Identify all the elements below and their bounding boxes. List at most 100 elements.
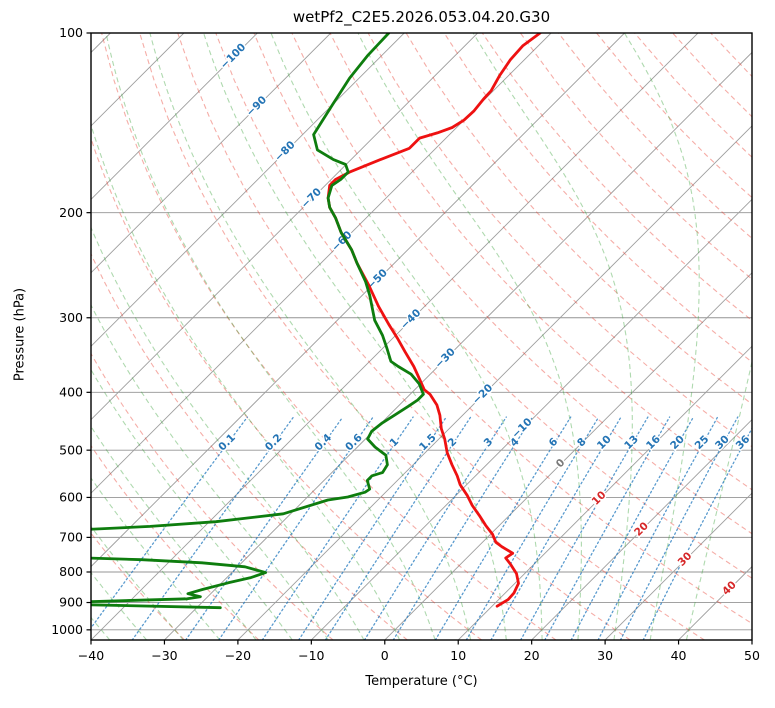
moist-adiabat-line xyxy=(91,226,365,640)
isotherm-line xyxy=(311,198,752,640)
y-tick-label: 300 xyxy=(59,310,83,325)
dry-adiabat-line xyxy=(215,33,752,625)
isotherm-line xyxy=(678,565,752,640)
mixing-ratio-line xyxy=(465,416,600,640)
moist-adiabat-line xyxy=(203,33,507,640)
isotherm-line xyxy=(164,51,752,640)
isotherm-line xyxy=(237,125,752,640)
mixing-ratio-line xyxy=(324,416,472,640)
isotherm-label: −70 xyxy=(299,186,324,211)
x-tick-label: −30 xyxy=(151,648,177,663)
dry-adiabat-line xyxy=(139,33,631,640)
moist-adiabat-line xyxy=(357,33,582,640)
isotherm-line xyxy=(91,33,478,421)
isotherm-line xyxy=(751,639,752,640)
moist-adiabat-line xyxy=(91,571,148,640)
mixing-ratio-line xyxy=(363,416,507,640)
mixing-ratio-line xyxy=(218,416,374,640)
moist-adiabat-line xyxy=(472,33,633,640)
axes-frame xyxy=(90,32,753,641)
mixing-ratio-line xyxy=(298,416,447,640)
isotherm-line xyxy=(91,33,258,200)
moist-adiabat-line xyxy=(270,33,543,640)
dewpoint-profile-line xyxy=(91,33,425,610)
isotherm-label: 10 xyxy=(590,489,609,508)
dry-adiabat-line xyxy=(481,33,752,322)
moist-adiabat-line xyxy=(91,303,329,640)
dry-adiabat-line xyxy=(91,352,334,640)
dry-adiabat-line xyxy=(634,33,752,158)
y-tick-label: 100 xyxy=(59,25,83,40)
isotherm-label: 40 xyxy=(720,579,739,598)
y-tick-label: 1000 xyxy=(51,622,83,637)
moist-adiabat-line xyxy=(149,33,472,640)
x-tick-label: 10 xyxy=(450,648,466,663)
chart-title: wetPf2_C2E5.2026.053.04.20.G30 xyxy=(292,8,551,26)
dry-adiabat-line xyxy=(519,33,752,280)
isotherm-line xyxy=(91,33,699,640)
x-tick-label: −10 xyxy=(298,648,324,663)
dry-adiabat-line xyxy=(329,33,752,491)
mixing-ratio-label: 6 xyxy=(547,436,561,450)
isotherm-label: −40 xyxy=(398,307,423,332)
isotherm-line xyxy=(384,272,752,640)
dry-adiabat-line xyxy=(177,33,705,640)
mixing-ratio-line xyxy=(91,416,249,629)
mixing-ratio-label: 13 xyxy=(622,433,641,452)
mixing-ratio-line xyxy=(570,416,695,640)
mixing-ratio-label: 2 xyxy=(446,436,460,450)
y-tick-label: 200 xyxy=(59,205,83,220)
isotherm-line xyxy=(91,33,625,568)
isotherm-line xyxy=(91,33,405,347)
isotherm-line xyxy=(91,33,332,274)
dry-adiabat-line xyxy=(253,33,752,579)
mixing-ratio-line xyxy=(490,416,622,640)
moist-adiabat-line xyxy=(685,359,752,640)
isotherm-label: 30 xyxy=(676,550,695,569)
x-tick-label: 40 xyxy=(671,648,687,663)
isotherm-label: 0 xyxy=(554,457,568,471)
mixing-ratio-line xyxy=(434,416,572,640)
moist-adiabat-line xyxy=(91,425,257,640)
mixing-ratio-label: 36 xyxy=(734,433,753,452)
moist-adiabat-line xyxy=(91,122,401,640)
mixing-ratio-line xyxy=(185,416,344,640)
isotherm-label: −30 xyxy=(433,346,458,371)
mixing-ratio-line xyxy=(131,416,295,640)
mixing-ratio-label: 10 xyxy=(595,433,614,452)
moist-adiabat-line xyxy=(91,477,221,640)
isotherm-line xyxy=(604,492,752,640)
x-tick-label: −20 xyxy=(225,648,251,663)
isotherm-line xyxy=(91,33,552,494)
mixing-ratio-label: 16 xyxy=(644,433,663,452)
x-tick-label: 30 xyxy=(597,648,613,663)
mixing-ratio-line xyxy=(544,416,671,640)
x-tick-label: 0 xyxy=(381,648,389,663)
dry-adiabat-line xyxy=(101,33,557,640)
isotherm-line xyxy=(531,419,752,640)
mixing-ratio-line xyxy=(642,427,752,640)
plot-area: −100−90−80−70−60−50−40−30−20−10010203040… xyxy=(91,33,753,640)
moist-adiabat-line xyxy=(623,33,700,640)
temperature-profile-line xyxy=(326,33,542,608)
x-axis-label: Temperature (°C) xyxy=(365,674,478,689)
mixing-ratio-line xyxy=(520,416,649,640)
isotherm-label: −20 xyxy=(470,382,495,407)
mixing-ratio-line xyxy=(261,416,414,640)
dry-adiabat-line xyxy=(91,136,482,640)
dry-adiabat-line xyxy=(91,444,260,640)
isotherm-line xyxy=(91,33,111,54)
dry-adiabat-line xyxy=(91,252,408,640)
moist-adiabat-line xyxy=(105,33,436,640)
isotherm-label: −80 xyxy=(273,139,298,164)
y-tick-label: 600 xyxy=(59,490,83,505)
dry-adiabat-line xyxy=(367,33,752,448)
isotherm-label: 20 xyxy=(632,520,651,539)
x-tick-label: 50 xyxy=(744,648,760,663)
isotherm-label: −100 xyxy=(218,41,248,71)
moist-adiabat-line xyxy=(91,368,293,640)
moist-adiabat-line xyxy=(91,525,184,640)
mixing-ratio-line xyxy=(619,416,739,640)
